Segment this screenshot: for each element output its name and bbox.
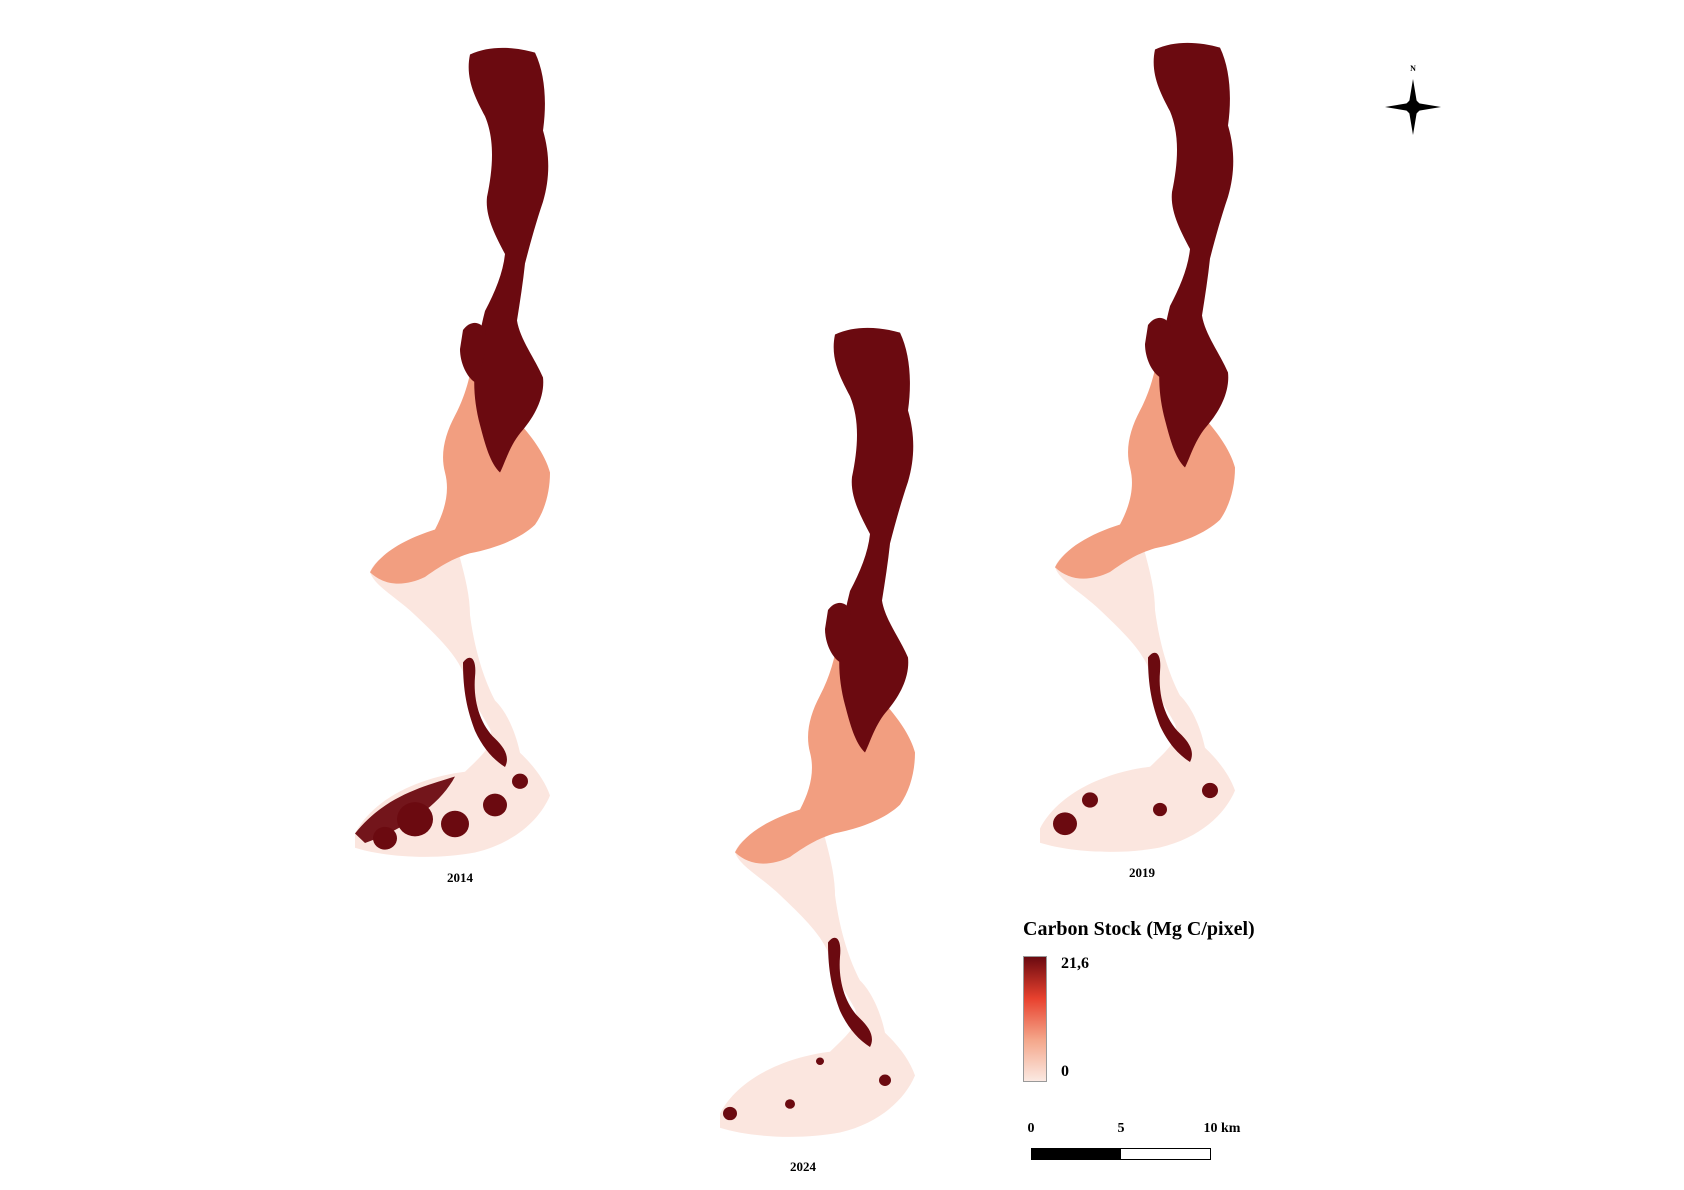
panel-year-2019: 2019 bbox=[1129, 865, 1155, 880]
scale-bar-white-segment bbox=[1121, 1149, 1210, 1159]
scale-bar-black-segment bbox=[1032, 1149, 1121, 1159]
panel-year-2024: 2024 bbox=[790, 1159, 816, 1174]
map-panel-2024 bbox=[720, 327, 915, 1137]
scale-bar bbox=[1031, 1148, 1211, 1160]
panel-year-2014: 2014 bbox=[447, 870, 473, 885]
legend-max-label: 21,6 bbox=[1061, 955, 1089, 972]
map-panel-2019 bbox=[1040, 42, 1235, 852]
scale-tick-0: 0 bbox=[1027, 1121, 1035, 1136]
legend-title: Carbon Stock (Mg C/pixel) bbox=[1023, 918, 1255, 940]
map-panel-2014 bbox=[355, 47, 550, 857]
north-arrow bbox=[1385, 79, 1441, 135]
scale-tick-10km: 10 km bbox=[1203, 1121, 1241, 1136]
legend-min-label: 0 bbox=[1061, 1063, 1069, 1080]
compass-star-icon bbox=[1385, 79, 1441, 135]
scale-tick-5: 5 bbox=[1117, 1121, 1125, 1136]
legend-color-ramp bbox=[1023, 956, 1047, 1082]
north-label: N bbox=[1410, 64, 1416, 73]
